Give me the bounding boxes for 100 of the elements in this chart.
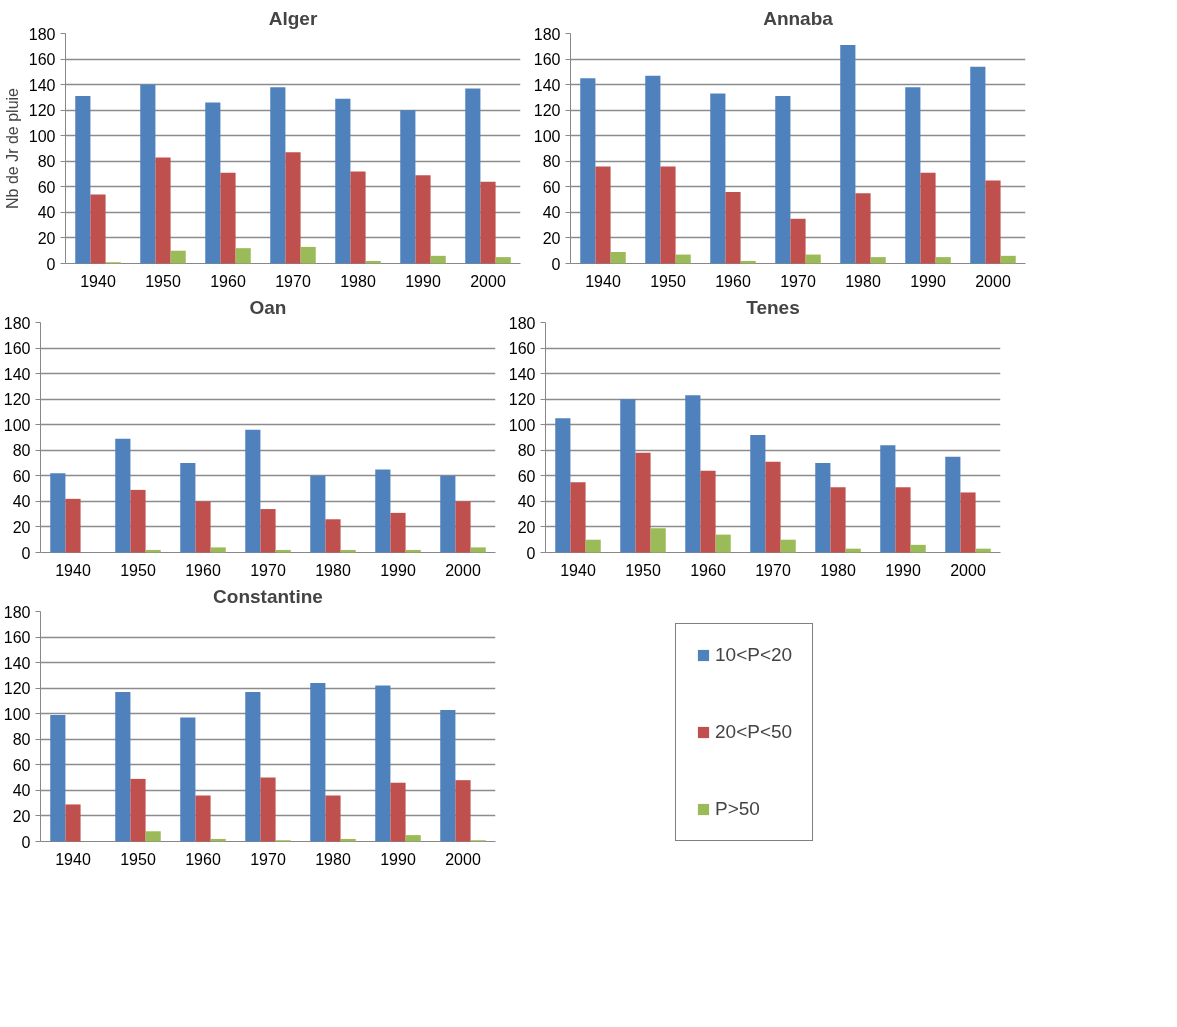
x-tick-label: 1970 — [275, 272, 311, 290]
x-tick-label: 1990 — [380, 850, 416, 868]
y-tick-label: 0 — [551, 255, 561, 273]
x-tick-label: 1940 — [585, 272, 621, 290]
chart-title: Tenes — [746, 296, 800, 318]
bar — [465, 88, 481, 264]
y-tick-label: 140 — [3, 654, 31, 672]
bar — [140, 84, 156, 264]
y-tick-label: 80 — [37, 153, 56, 171]
y-tick-label: 60 — [12, 756, 31, 774]
x-tick-label: 1980 — [340, 272, 376, 290]
legend-label: 10<P<20 — [715, 644, 793, 666]
bar — [275, 549, 291, 553]
bar — [650, 528, 666, 553]
x-tick-label: 1950 — [650, 272, 686, 290]
x-tick-label: 1970 — [780, 272, 816, 290]
x-tick-label: 1950 — [625, 561, 661, 579]
bar — [115, 438, 131, 553]
bar — [790, 218, 806, 264]
bar — [440, 709, 456, 842]
bar — [660, 166, 676, 264]
x-tick-label: 2000 — [445, 561, 481, 579]
bar — [430, 255, 446, 264]
x-tick-label: 1970 — [755, 561, 791, 579]
bar — [440, 475, 456, 553]
bar — [180, 463, 196, 553]
bar — [340, 838, 356, 842]
y-tick-label: 80 — [542, 153, 561, 171]
y-tick-label: 160 — [3, 340, 31, 358]
bar — [870, 257, 886, 264]
y-tick-label: 40 — [542, 204, 561, 222]
y-tick-label: 160 — [3, 629, 31, 647]
bar — [210, 838, 226, 842]
y-tick-label: 140 — [533, 76, 561, 94]
bar — [805, 254, 821, 264]
bar — [710, 93, 726, 264]
bar — [845, 548, 861, 553]
x-tick-label: 1990 — [405, 272, 441, 290]
x-tick-label: 1990 — [380, 561, 416, 579]
bar — [210, 547, 226, 553]
y-tick-label: 40 — [12, 782, 31, 800]
x-tick-label: 1980 — [845, 272, 881, 290]
bar — [620, 399, 636, 553]
y-tick-label: 80 — [12, 442, 31, 460]
bar — [970, 66, 986, 264]
x-tick-label: 1940 — [80, 272, 116, 290]
y-tick-label: 80 — [517, 442, 536, 460]
x-tick-label: 1970 — [250, 561, 286, 579]
y-tick-label: 140 — [28, 76, 56, 94]
y-tick-label: 100 — [3, 416, 31, 434]
x-tick-label: 2000 — [445, 850, 481, 868]
x-tick-label: 1950 — [120, 561, 156, 579]
bar — [390, 512, 406, 553]
bar — [65, 498, 81, 553]
bar — [455, 501, 471, 553]
x-tick-label: 2000 — [470, 272, 506, 290]
y-tick-label: 40 — [12, 493, 31, 511]
bar — [130, 489, 146, 553]
bar — [880, 445, 896, 553]
bar — [340, 549, 356, 553]
x-tick-label: 1940 — [55, 850, 91, 868]
bar — [300, 246, 316, 264]
bar — [610, 252, 626, 264]
bar — [365, 260, 381, 264]
x-tick-label: 1950 — [145, 272, 181, 290]
y-tick-label: 80 — [12, 731, 31, 749]
legend-label: P>50 — [715, 798, 760, 820]
y-tick-label: 60 — [542, 178, 561, 196]
x-tick-label: 1960 — [690, 561, 726, 579]
bar — [325, 519, 341, 553]
y-tick-label: 0 — [46, 255, 56, 273]
bar — [130, 778, 146, 842]
x-tick-label: 1960 — [185, 561, 221, 579]
y-tick-label: 100 — [28, 127, 56, 145]
y-tick-label: 20 — [517, 518, 536, 536]
y-tick-label: 120 — [533, 102, 561, 120]
bar — [145, 831, 161, 842]
bar — [495, 257, 511, 264]
y-tick-label: 60 — [12, 467, 31, 485]
y-tick-label: 160 — [533, 51, 561, 69]
bar — [645, 75, 661, 264]
bar — [310, 475, 326, 553]
bar — [390, 782, 406, 842]
y-tick-label: 20 — [12, 807, 31, 825]
y-tick-label: 160 — [508, 340, 536, 358]
y-tick-label: 0 — [21, 544, 31, 562]
y-tick-label: 40 — [517, 493, 536, 511]
bar — [260, 509, 276, 553]
bar — [115, 692, 131, 842]
y-tick-label: 180 — [3, 603, 31, 621]
bar — [170, 250, 186, 264]
bar — [195, 501, 211, 553]
x-tick-label: 1990 — [885, 561, 921, 579]
bar — [335, 98, 351, 264]
bar — [855, 193, 871, 264]
bar — [700, 470, 716, 553]
bar — [50, 473, 66, 553]
x-tick-label: 2000 — [975, 272, 1011, 290]
x-tick-label: 1960 — [210, 272, 246, 290]
bar — [895, 487, 911, 553]
